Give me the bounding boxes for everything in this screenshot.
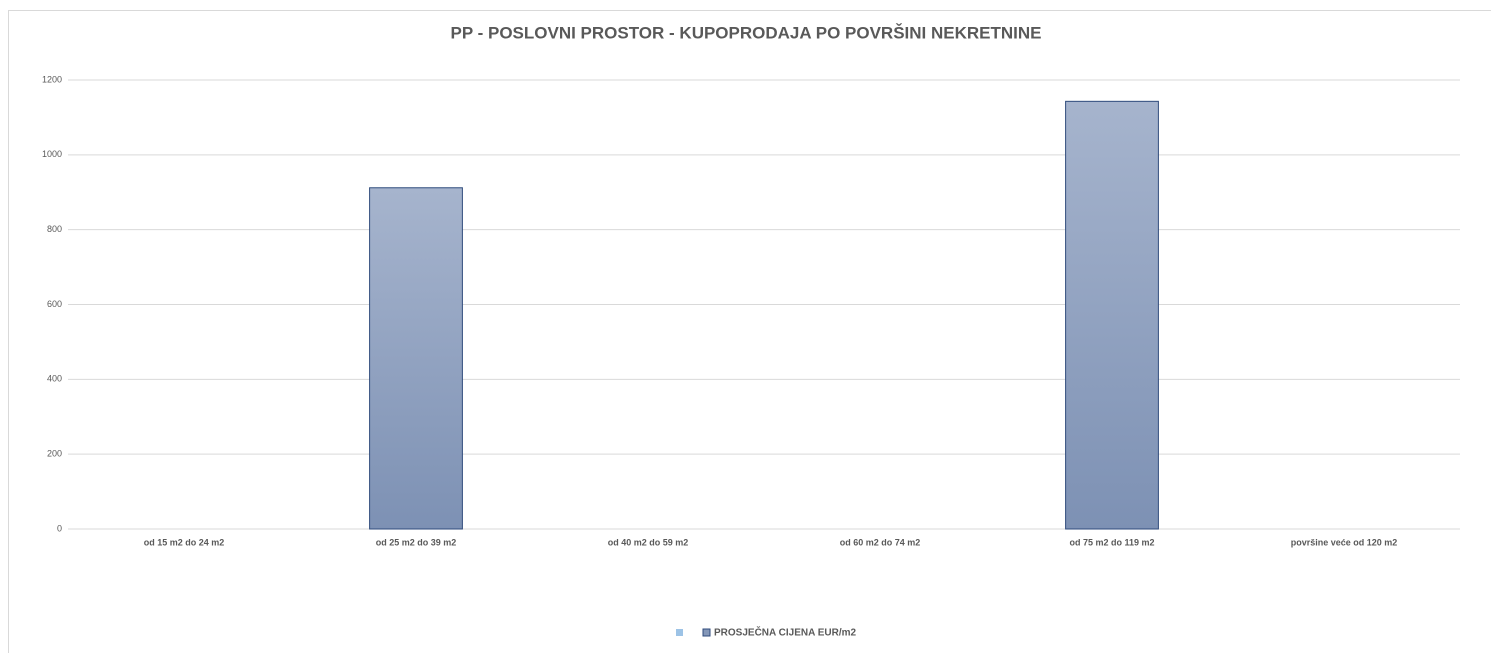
y-tick-label: 1000	[42, 149, 62, 159]
y-tick-label: 400	[47, 374, 62, 384]
x-tick-label: površine veće od 120 m2	[1291, 537, 1398, 547]
y-tick-label: 0	[57, 523, 62, 533]
bar	[1065, 100, 1159, 530]
legend-swatch	[676, 629, 683, 636]
x-tick-label: od 15 m2 do 24 m2	[144, 537, 225, 547]
bar	[369, 187, 463, 530]
legend-swatch	[702, 628, 711, 637]
legend-label: PROSJEČNA CIJENA EUR/m2	[714, 626, 857, 639]
x-tick-label: od 25 m2 do 39 m2	[376, 537, 457, 547]
y-tick-label: 200	[47, 449, 62, 459]
y-tick-label: 800	[47, 224, 62, 234]
chart-title: PP - POSLOVNI PROSTOR - KUPOPRODAJA PO P…	[451, 23, 1042, 42]
x-tick-label: od 40 m2 do 59 m2	[608, 537, 689, 547]
y-tick-label: 1200	[42, 74, 62, 84]
x-tick-label: od 60 m2 do 74 m2	[840, 537, 921, 547]
x-tick-label: od 75 m2 do 119 m2	[1069, 537, 1154, 547]
y-tick-label: 600	[47, 299, 62, 309]
chart-border	[8, 10, 1491, 653]
